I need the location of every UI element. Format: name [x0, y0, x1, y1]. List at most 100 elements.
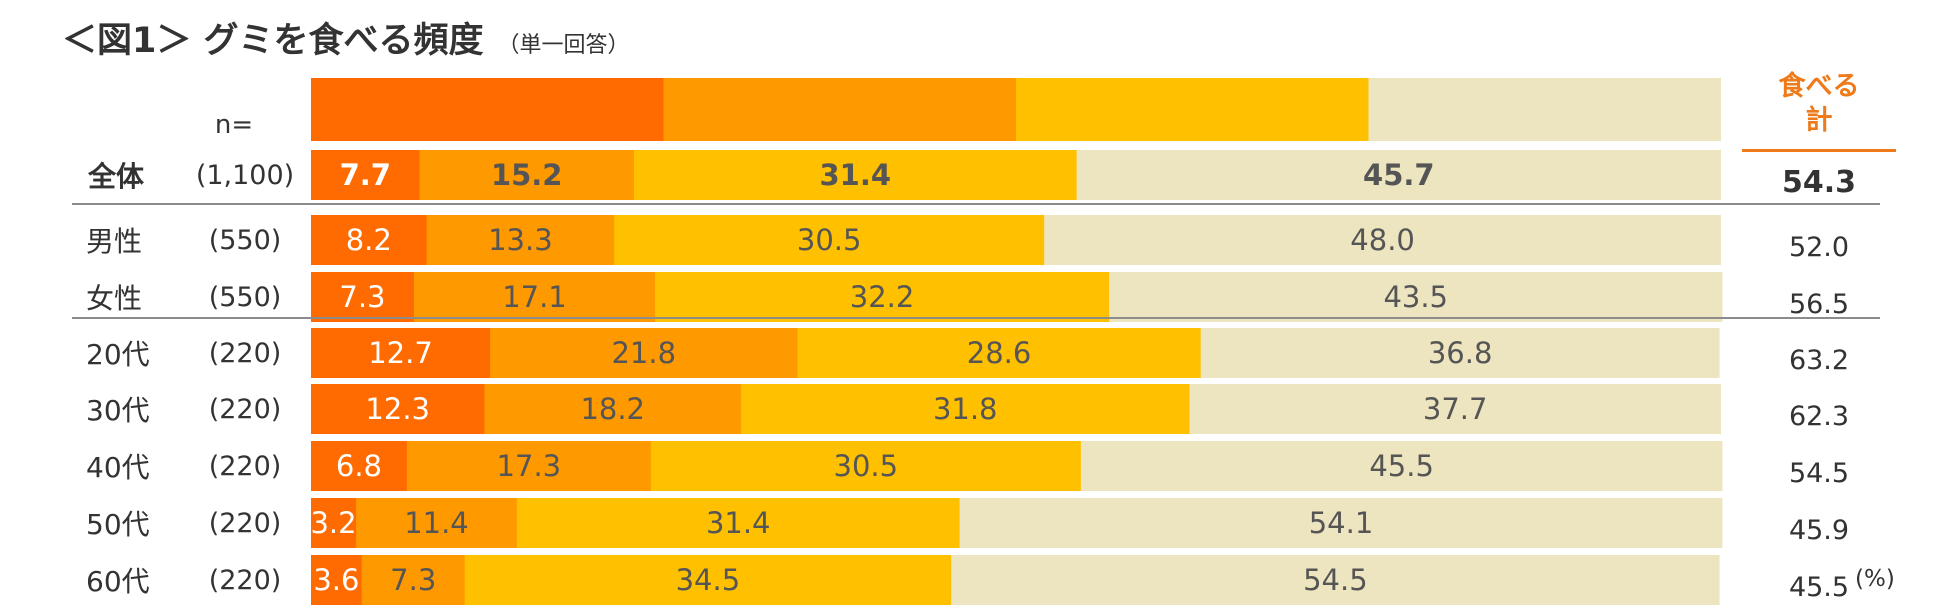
bar-value-label: 3.6 [313, 563, 359, 597]
bar-segment [959, 498, 1723, 548]
bar-value-label: 12.7 [368, 336, 433, 370]
bar-value-label: 31.4 [706, 506, 771, 540]
row-label: 男性 [86, 225, 143, 258]
bar-value-label: 18.2 [580, 392, 645, 426]
chart-title: ＜図1＞ グミを食べる頻度 （単一回答） [62, 12, 630, 68]
row-n: (550) [208, 281, 282, 313]
bar-value-label: 13.3 [488, 223, 553, 257]
bar-segment [311, 328, 491, 378]
bar-value-label: 30.5 [797, 223, 862, 257]
bar-value-label: 45.5 [1369, 449, 1434, 483]
row-n: (220) [208, 507, 282, 539]
row-n: (220) [208, 337, 282, 369]
bar-segment [311, 441, 408, 491]
bar-segment [655, 272, 1110, 322]
row-label: 50代 [86, 508, 150, 541]
bar-value-label: 7.3 [339, 280, 385, 314]
bar-segment [951, 555, 1720, 605]
bar-segment [406, 441, 652, 491]
bar-segment [419, 150, 635, 200]
bar-value-label: 32.2 [850, 280, 915, 314]
bar-value-label: 17.3 [497, 449, 562, 483]
bar-segment [311, 384, 485, 434]
row-label: 40代 [86, 451, 150, 484]
bar-segment [1076, 150, 1721, 200]
bar-value-label: 7.7 [340, 158, 391, 192]
bar-value-label: 11.4 [404, 506, 469, 540]
row-n: (550) [208, 224, 282, 256]
row-label: 30代 [86, 394, 150, 427]
row-label: 全体 [88, 160, 145, 193]
row-total: 63.2 [1788, 344, 1850, 376]
bar-value-label: 43.5 [1383, 280, 1448, 314]
row-total: 62.3 [1788, 400, 1850, 432]
row-total: 45.5 [1788, 571, 1850, 603]
bar-segment [361, 555, 466, 605]
separator-total [72, 203, 1880, 205]
bar-segment [1044, 215, 1721, 265]
row-label: 20代 [86, 338, 150, 371]
n-header: n= [214, 110, 254, 140]
bar-segment [1189, 384, 1721, 434]
bar-segment [741, 384, 1190, 434]
bar-value-label: 45.7 [1363, 158, 1435, 192]
total-header: 食べる 計 [1744, 70, 1894, 138]
bar-value-label: 17.1 [502, 280, 567, 314]
bar-segment [426, 215, 615, 265]
bar-value-label: 34.5 [676, 563, 741, 597]
bar-segment [356, 498, 518, 548]
bar-value-label: 31.8 [933, 392, 998, 426]
legend-swatch-3 [1016, 78, 1369, 141]
row-n: (1,100) [195, 159, 295, 191]
bar-segment [311, 150, 421, 200]
bar-segment [311, 215, 428, 265]
bar-value-label: 12.3 [365, 392, 430, 426]
row-n: (220) [208, 450, 282, 482]
total-header-line1: 食べる [1778, 71, 1860, 102]
bar-value-label: 21.8 [611, 336, 676, 370]
bar-segment [311, 555, 363, 605]
bar-segment [516, 498, 961, 548]
bar-segment [311, 498, 357, 548]
legend-swatch-2 [663, 78, 1017, 141]
row-n: (220) [208, 393, 282, 425]
bar-value-label: 31.4 [819, 158, 891, 192]
bar-value-label: 3.2 [310, 506, 356, 540]
legend-swatch-4 [1368, 78, 1721, 141]
row-total: 52.0 [1788, 231, 1850, 263]
bar-value-label: 54.1 [1309, 506, 1374, 540]
bar-value-label: 28.6 [967, 336, 1032, 370]
chart-title-main: ＜図1＞ グミを食べる頻度 [62, 21, 484, 61]
legend-swatch-1 [311, 78, 664, 141]
bar-value-label: 36.8 [1428, 336, 1493, 370]
row-total: 54.5 [1788, 457, 1850, 489]
bar-segment [484, 384, 742, 434]
bar-segment [797, 328, 1202, 378]
bar-segment [1200, 328, 1720, 378]
bar-value-label: 54.5 [1303, 563, 1368, 597]
bar-value-label: 6.8 [336, 449, 382, 483]
bar-segment [464, 555, 952, 605]
row-total: 45.9 [1788, 514, 1850, 546]
bar-segment [413, 272, 656, 322]
bar-value-label: 15.2 [491, 158, 563, 192]
bar-segment [650, 441, 1082, 491]
row-n: (220) [208, 564, 282, 596]
bar-value-label: 48.0 [1350, 223, 1415, 257]
bar-segment [311, 272, 415, 322]
total-header-line2: 計 [1805, 105, 1833, 136]
chart-title-sub: （単一回答） [497, 33, 630, 58]
row-total: 56.5 [1788, 288, 1850, 320]
row-total: 54.3 [1781, 164, 1857, 200]
bar-segment [633, 150, 1078, 200]
separator-gender [72, 317, 1880, 319]
bar-value-label: 30.5 [834, 449, 899, 483]
bar-segment [1080, 441, 1723, 491]
bar-segment [1109, 272, 1723, 322]
bar-value-label: 8.2 [346, 223, 392, 257]
row-label: 女性 [86, 282, 143, 315]
bar-value-label: 7.3 [390, 563, 436, 597]
bar-value-label: 37.7 [1423, 392, 1488, 426]
total-header-underline [1742, 149, 1896, 152]
